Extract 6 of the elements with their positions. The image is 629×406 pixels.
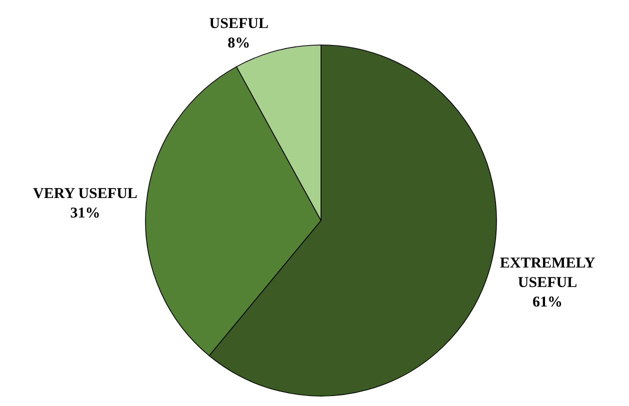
data-label: 8% bbox=[228, 36, 250, 52]
data-label: 31% bbox=[70, 206, 100, 222]
slice-label: EXTREMELY USEFUL bbox=[500, 256, 596, 292]
data-label: 61% bbox=[532, 294, 563, 311]
slice-label: VERY USEFUL bbox=[33, 186, 138, 202]
slice-label: USEFUL bbox=[209, 16, 268, 32]
